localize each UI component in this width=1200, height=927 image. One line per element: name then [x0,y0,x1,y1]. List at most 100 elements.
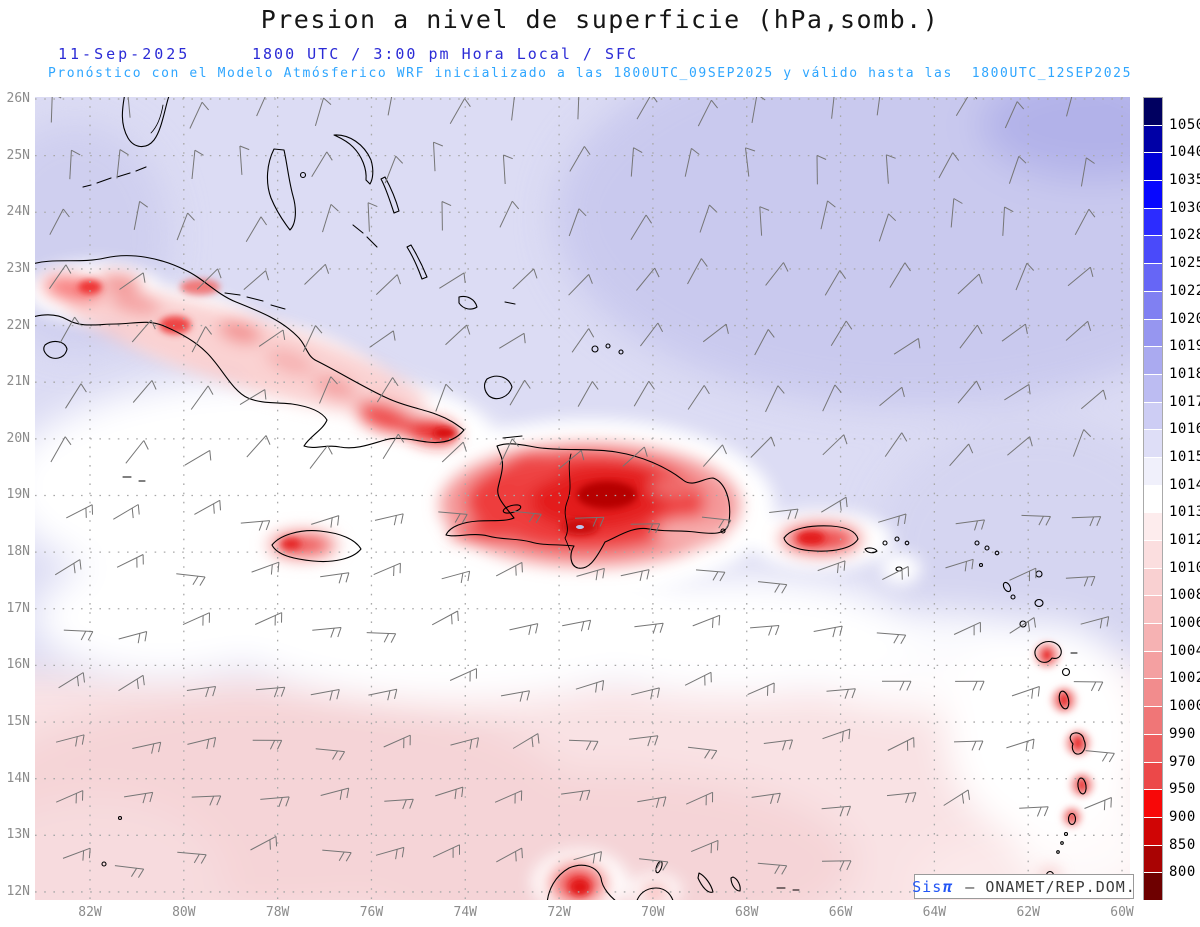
colorbar-segment [1144,734,1162,763]
guajira-peninsula [546,864,616,900]
haiti-dr-border [564,453,572,551]
colorbar-segment [1144,707,1162,735]
colorbar-segment [1144,291,1162,320]
lon-tick-label: 74W [453,905,477,920]
colorbar-tick-label: 1050 [1169,116,1200,133]
lon-tick-label: 68W [734,905,759,920]
andros-island [266,148,296,231]
colorbar-tick-label: 1030 [1169,199,1200,216]
cuba-coast [35,255,465,449]
lon-tick-label: 66W [828,905,853,920]
colorbar-segment [1144,374,1162,403]
lat-tick-label: 15N [6,714,30,730]
colorbar-segment [1144,873,1162,901]
colorbar-tick-label: 1004 [1169,642,1200,659]
providencia [117,815,123,821]
land-low-pressure-shading [43,273,1094,900]
colorbar-tick-label: 1028 [1169,227,1200,244]
st-lucia [1077,777,1087,795]
colorbar-segment [1144,624,1162,652]
colorbar-segment [1144,153,1162,182]
lat-tick-label: 13N [6,827,30,843]
lat-tick-label: 24N [6,204,30,220]
lat-tick-label: 14N [6,770,30,786]
cayman-islands [122,476,146,482]
great-inagua [484,375,513,400]
colorbar-segment [1144,762,1162,791]
colorbar-segment [1144,402,1162,431]
lon-tick-label: 78W [265,905,290,920]
pi-symbol: π [943,877,954,896]
colorbar-segment [1144,430,1162,458]
colorbar-segment [1144,845,1162,874]
lon-tick-label: 62W [1016,905,1040,920]
long-island-bahamas [406,244,428,280]
lat-tick-label: 25N [6,147,30,163]
valid-time: 1800 UTC / 3:00 pm Hora Local / SFC [252,45,639,63]
paraguana-peninsula [636,887,674,900]
valid-date: 11-Sep-2025 [58,45,191,63]
model-info-line: Pronóstico con el Modelo Atmósferico WRF… [47,66,1133,81]
colorbar-segment [1144,319,1162,348]
vieques-island [864,547,878,554]
puerto-rico-coast [783,525,859,552]
colorbar-tick-label: 990 [1169,725,1196,742]
st-vincent [1067,812,1077,826]
colorbar-segment [1144,236,1162,265]
colorbar-tick-label: 1022 [1169,282,1200,299]
antigua [1034,598,1044,608]
guadeloupe [1034,640,1062,663]
florida-coast [121,97,170,148]
colorbar-segment [1144,679,1162,708]
lat-tick-label: 18N [6,544,30,560]
colorbar-tick-label: 1014 [1169,476,1200,493]
lat-tick-label: 26N [6,91,30,106]
lon-tick-label: 70W [641,905,665,920]
colorbar-tick-label: 1015 [1169,448,1200,465]
colorbar-tick-label: 1025 [1169,255,1200,272]
lon-tick-label: 82W [78,905,102,920]
colorbar-tick-label: 1040 [1169,144,1200,161]
colorbar-tick-label: 1010 [1169,559,1200,576]
colorbar-tick-label: 1035 [1169,172,1200,189]
marie-galante [1061,667,1071,677]
colorbar-segment [1144,347,1162,375]
colorbar-segment [1144,541,1162,569]
sispi-brand: Sis [912,877,943,896]
colorbar-tick-label: 1019 [1169,338,1200,355]
colorbar-segment [1144,181,1162,209]
lat-tick-label: 17N [6,600,30,616]
colorbar-tick-label: 1012 [1169,532,1200,549]
colorbar-segment [1144,790,1162,818]
lon-tick-label: 72W [547,905,571,920]
colorbar-tick-label: 850 [1169,836,1196,853]
jamaica-coast [271,530,362,563]
gonave-island [502,504,522,514]
credit-box: Sis π – ONAMET/REP.DOM. [912,874,1136,899]
wind-barbs [48,97,1115,878]
colorbar-tick-label: 1006 [1169,615,1200,632]
eleuthera-island [333,134,374,185]
colorbar-segments [1143,97,1163,901]
colorbar-tick-label: 1002 [1169,670,1200,687]
lat-tick-label: 20N [6,430,30,446]
martinique [1069,732,1086,755]
lat-tick-label: 19N [6,487,30,503]
tortuga-island [502,435,523,439]
montserrat [1019,620,1027,628]
isla-juventud [43,340,68,359]
cat-island [380,176,400,214]
hispaniola-coast [445,443,731,569]
colorbar-segment [1144,125,1162,154]
lake-enriquillo [576,525,584,529]
lon-tick-label: 64W [922,905,947,920]
colorbar-segment [1144,651,1162,680]
curacao [697,872,714,893]
lat-tick-label: 21N [6,374,30,390]
credit-text: – ONAMET/REP.DOM. [955,877,1136,896]
colorbar-segment [1144,513,1162,542]
colorbar-tick-label: 1020 [1169,310,1200,327]
lon-tick-label: 60W [1110,905,1134,920]
lat-tick-label: 12N [6,883,30,899]
